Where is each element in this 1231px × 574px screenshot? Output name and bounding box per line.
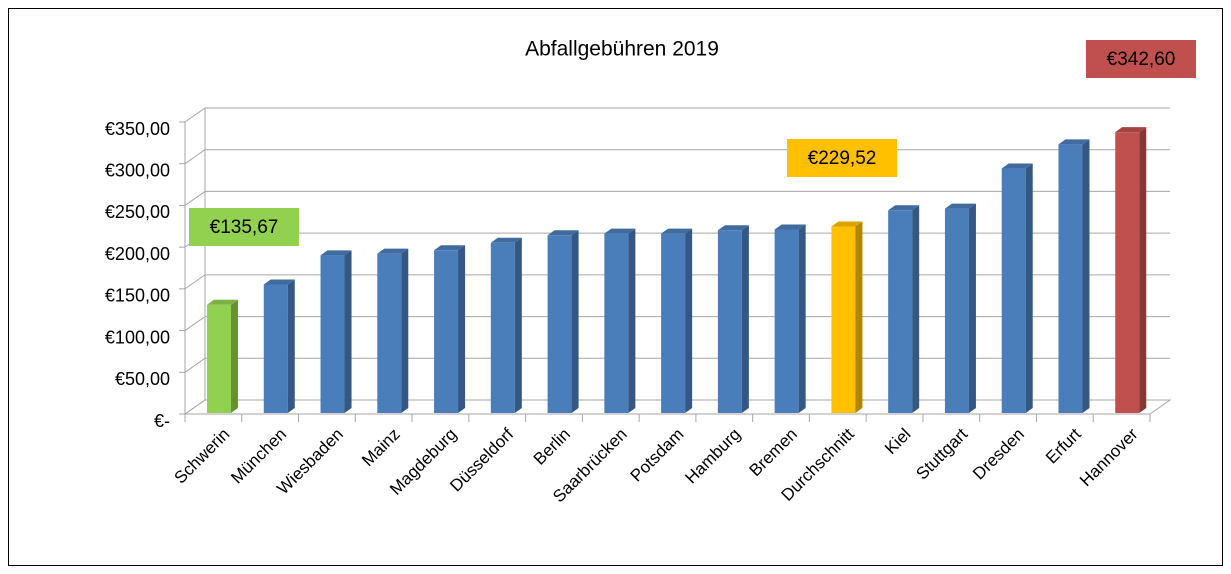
bar-side	[344, 250, 352, 413]
bar-top	[774, 224, 806, 230]
bar-top	[944, 203, 976, 209]
bar-side	[1025, 163, 1033, 413]
y-tick-label: €200,00	[105, 244, 170, 264]
bar	[207, 304, 231, 413]
y-tick-label: €100,00	[105, 327, 170, 347]
bar-side	[685, 228, 693, 413]
bar-top	[1001, 163, 1033, 169]
bar-side	[968, 203, 976, 413]
bar	[547, 235, 572, 413]
bar	[888, 210, 913, 413]
bar-top	[717, 225, 749, 231]
bar	[1058, 144, 1083, 413]
bar-side	[1082, 139, 1090, 413]
value-label: €229,52	[808, 148, 877, 169]
bar-side	[514, 237, 522, 413]
bar	[661, 233, 686, 413]
bar	[604, 233, 629, 413]
bar-top	[547, 230, 579, 236]
y-tick-label: €-	[154, 411, 170, 431]
y-tick-label: €150,00	[105, 286, 170, 306]
bar	[1001, 168, 1026, 413]
bar-side	[458, 245, 466, 413]
value-label: €135,67	[210, 217, 279, 238]
value-label-box	[1086, 40, 1196, 78]
bar	[831, 226, 856, 413]
bar-top	[888, 205, 920, 211]
bar	[774, 229, 799, 413]
bar-top	[490, 237, 522, 243]
y-tick-label: €250,00	[105, 202, 170, 222]
bar-top	[263, 279, 295, 285]
bar	[263, 284, 288, 413]
bar-top	[377, 248, 409, 254]
y-tick-label: €350,00	[105, 119, 170, 139]
bar-top	[1115, 127, 1147, 133]
bar	[490, 242, 515, 413]
bar-side	[571, 230, 579, 413]
chart-title: Abfallgebühren 2019	[525, 38, 719, 61]
bar-top	[1058, 139, 1090, 145]
value-label-box	[189, 208, 299, 246]
y-tick-label: €300,00	[105, 160, 170, 180]
bar	[1115, 132, 1140, 414]
value-label: €342,60	[1107, 49, 1176, 70]
bar-side	[741, 225, 749, 413]
bar-side	[287, 279, 295, 413]
bar-side	[231, 299, 238, 413]
bar-top	[604, 228, 636, 234]
bar-side	[1139, 127, 1147, 414]
bar	[717, 230, 742, 413]
bar-top	[207, 299, 238, 305]
bar-side	[401, 248, 409, 413]
bar-top	[661, 228, 693, 234]
bar-top	[320, 250, 352, 256]
y-tick-label: €50,00	[115, 369, 170, 389]
grid-line	[184, 107, 1170, 123]
bar	[320, 255, 345, 413]
bar	[434, 250, 459, 413]
grid-line	[184, 190, 1170, 206]
bar	[944, 208, 969, 413]
bar-side	[798, 224, 806, 413]
value-label-box	[787, 139, 897, 177]
bar-top	[831, 221, 863, 227]
bar-top	[434, 245, 466, 251]
bar-side	[855, 221, 863, 413]
bar-side	[628, 228, 636, 413]
bar-side	[912, 205, 920, 413]
bar	[377, 253, 402, 413]
